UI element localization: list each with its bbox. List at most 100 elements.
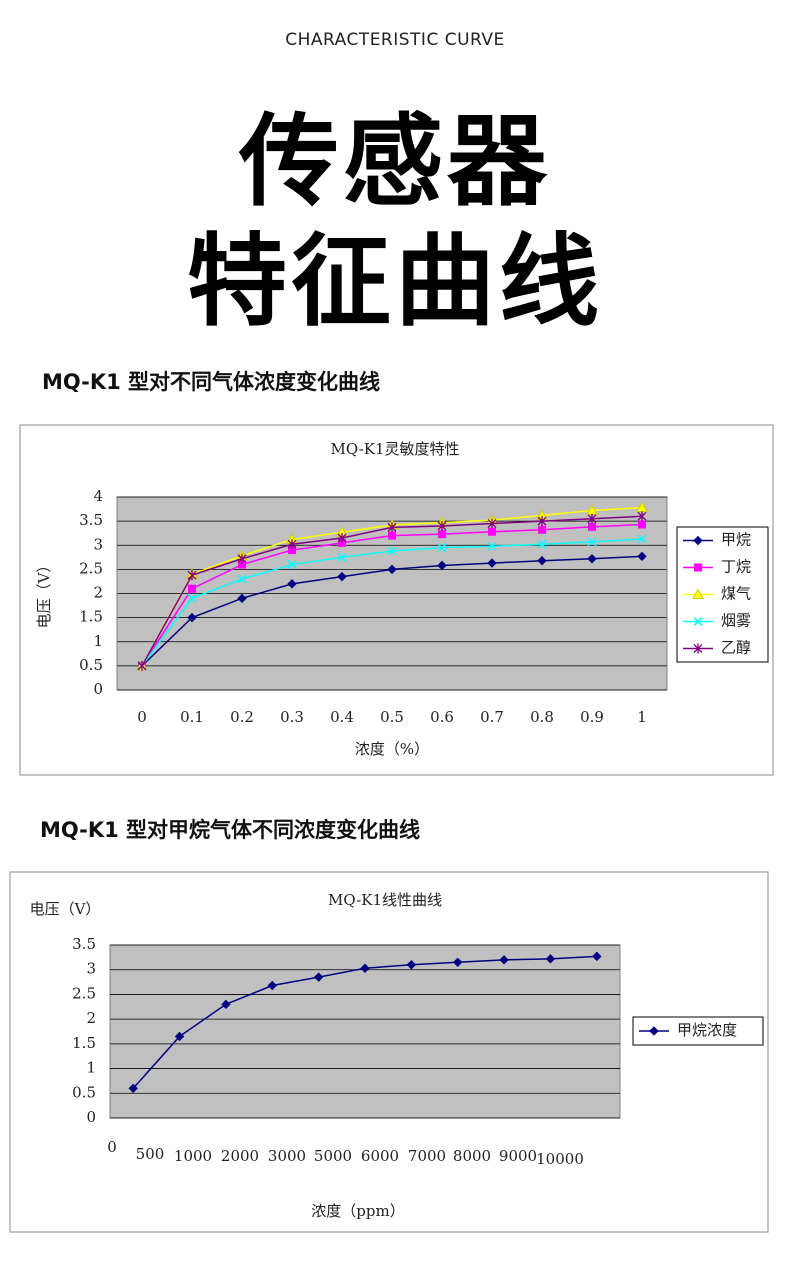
x-tick-label: 6000 bbox=[361, 1147, 399, 1165]
y-tick-label: 1.5 bbox=[72, 1034, 96, 1052]
marker bbox=[437, 543, 447, 553]
marker bbox=[238, 560, 246, 569]
y-axis-label: 电压（V） bbox=[35, 558, 53, 629]
marker bbox=[694, 563, 702, 572]
x-tick-label: 10000 bbox=[536, 1150, 584, 1168]
marker bbox=[267, 980, 277, 991]
legend-label: 甲烷浓度 bbox=[677, 1021, 737, 1039]
marker bbox=[692, 588, 704, 599]
marker bbox=[649, 1026, 659, 1036]
marker bbox=[387, 564, 397, 575]
y-tick-label: 2 bbox=[93, 584, 103, 602]
marker bbox=[437, 520, 447, 531]
marker bbox=[187, 612, 197, 623]
marker bbox=[388, 531, 396, 540]
title: 传感器 bbox=[239, 103, 551, 220]
marker bbox=[337, 552, 347, 562]
x-tick-label: 0.4 bbox=[330, 708, 354, 726]
y-tick-label: 0.5 bbox=[72, 1083, 96, 1101]
marker bbox=[387, 522, 397, 533]
marker bbox=[187, 570, 197, 581]
x-tick-label: 2000 bbox=[221, 1147, 259, 1165]
y-tick-label: 2 bbox=[86, 1009, 96, 1027]
x-tick-label: 7000 bbox=[408, 1147, 446, 1165]
y-tick-label: 2.5 bbox=[79, 559, 103, 577]
x-tick-label: 0.6 bbox=[430, 708, 454, 726]
x-tick-label: 9000 bbox=[499, 1147, 537, 1165]
marker bbox=[693, 616, 703, 627]
y-axis-label: 电压（V） bbox=[30, 900, 101, 918]
marker bbox=[537, 555, 547, 566]
legend-label: 丁烷 bbox=[721, 558, 751, 576]
legend-label: 甲烷 bbox=[721, 531, 751, 549]
y-tick-label: 3.5 bbox=[72, 935, 96, 953]
marker bbox=[288, 546, 296, 555]
y-tick-label: 0 bbox=[86, 1108, 96, 1126]
marker bbox=[537, 539, 547, 549]
title: 特征曲线 bbox=[187, 223, 603, 340]
x-tick-label: 0 bbox=[107, 1138, 117, 1156]
subtitle: CHARACTERISTIC CURVE bbox=[285, 30, 505, 50]
marker bbox=[592, 951, 602, 962]
y-tick-label: 2.5 bbox=[72, 984, 96, 1002]
x-tick-label: 0.1 bbox=[180, 708, 204, 726]
y-tick-label: 3 bbox=[86, 960, 96, 978]
section-heading: MQ-K1 型对不同气体浓度变化曲线 bbox=[42, 370, 381, 394]
chart-title: MQ-K1灵敏度特性 bbox=[330, 440, 459, 458]
x-tick-label: 8000 bbox=[453, 1147, 491, 1165]
marker bbox=[237, 593, 247, 604]
x-tick-label: 0.7 bbox=[480, 708, 504, 726]
x-tick-label: 0.2 bbox=[230, 708, 254, 726]
marker bbox=[287, 539, 297, 550]
marker bbox=[693, 535, 703, 546]
y-tick-label: 1 bbox=[86, 1059, 96, 1077]
marker bbox=[387, 546, 397, 556]
x-tick-label: 3000 bbox=[268, 1147, 306, 1165]
x-tick-label: 0.8 bbox=[530, 708, 554, 726]
y-tick-label: 1.5 bbox=[79, 608, 103, 626]
marker bbox=[587, 537, 597, 547]
y-tick-label: 3.5 bbox=[79, 511, 103, 529]
marker bbox=[637, 511, 647, 522]
section-heading: MQ-K1 型对甲烷气体不同浓度变化曲线 bbox=[40, 818, 421, 842]
marker bbox=[237, 574, 247, 584]
legend-label: 烟雾 bbox=[721, 612, 751, 630]
marker bbox=[487, 541, 497, 551]
legend-label: 乙醇 bbox=[721, 639, 751, 657]
marker bbox=[537, 516, 547, 527]
marker bbox=[487, 558, 497, 568]
legend bbox=[632, 1016, 764, 1046]
marker bbox=[287, 579, 297, 589]
marker bbox=[638, 520, 646, 529]
marker bbox=[637, 551, 647, 562]
y-tick-label: 1 bbox=[93, 632, 103, 650]
marker bbox=[637, 534, 647, 544]
marker bbox=[499, 955, 509, 965]
chart-title: MQ-K1线性曲线 bbox=[328, 891, 442, 909]
marker bbox=[128, 1083, 138, 1094]
marker bbox=[287, 560, 297, 570]
x-tick-label: 1 bbox=[637, 708, 647, 726]
marker bbox=[587, 554, 597, 564]
x-tick-label: 0 bbox=[137, 708, 147, 726]
x-tick-label: 0.5 bbox=[380, 708, 404, 726]
marker bbox=[588, 522, 596, 531]
legend-label: 煤气 bbox=[721, 585, 751, 603]
x-tick-label: 5000 bbox=[314, 1147, 352, 1165]
marker bbox=[538, 525, 546, 534]
marker bbox=[174, 1031, 185, 1042]
y-tick-label: 0 bbox=[93, 680, 103, 698]
plot-area bbox=[109, 944, 621, 1119]
marker bbox=[437, 560, 447, 571]
marker bbox=[188, 584, 196, 593]
marker bbox=[406, 960, 417, 970]
marker bbox=[360, 963, 370, 973]
x-axis-label: 浓度（%） bbox=[355, 740, 429, 758]
marker bbox=[337, 533, 347, 544]
marker bbox=[137, 660, 147, 671]
x-axis-label: 浓度（ppm） bbox=[311, 1202, 404, 1220]
marker bbox=[313, 972, 324, 982]
marker bbox=[587, 513, 597, 524]
marker bbox=[693, 643, 703, 654]
